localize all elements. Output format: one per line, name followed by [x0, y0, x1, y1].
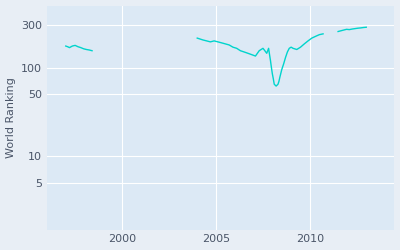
Y-axis label: World Ranking: World Ranking	[6, 77, 16, 158]
